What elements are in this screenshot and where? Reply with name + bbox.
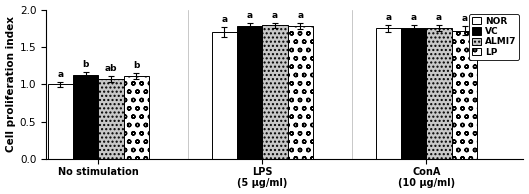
Bar [73, 75, 98, 159]
Text: a: a [436, 13, 442, 22]
Text: b: b [133, 61, 140, 70]
Text: a: a [57, 70, 63, 79]
Text: b: b [83, 60, 89, 69]
Text: a: a [297, 11, 304, 20]
Bar [288, 26, 313, 159]
Bar [237, 26, 262, 159]
Bar [452, 30, 477, 159]
Text: a: a [461, 14, 468, 23]
Text: a: a [385, 13, 391, 22]
Text: ab: ab [105, 64, 117, 73]
Bar [48, 84, 73, 159]
Text: a: a [221, 15, 227, 24]
Bar [212, 32, 237, 159]
Bar [401, 28, 426, 159]
Y-axis label: Cell proliferation index: Cell proliferation index [6, 16, 15, 152]
Bar [262, 25, 288, 159]
Bar [376, 28, 401, 159]
Text: a: a [272, 11, 278, 20]
Text: a: a [247, 11, 253, 20]
Bar [124, 76, 149, 159]
Legend: NOR, VC, ALMI7, LP: NOR, VC, ALMI7, LP [469, 14, 519, 60]
Bar [426, 28, 452, 159]
Text: a: a [411, 13, 417, 22]
Bar [98, 79, 124, 159]
